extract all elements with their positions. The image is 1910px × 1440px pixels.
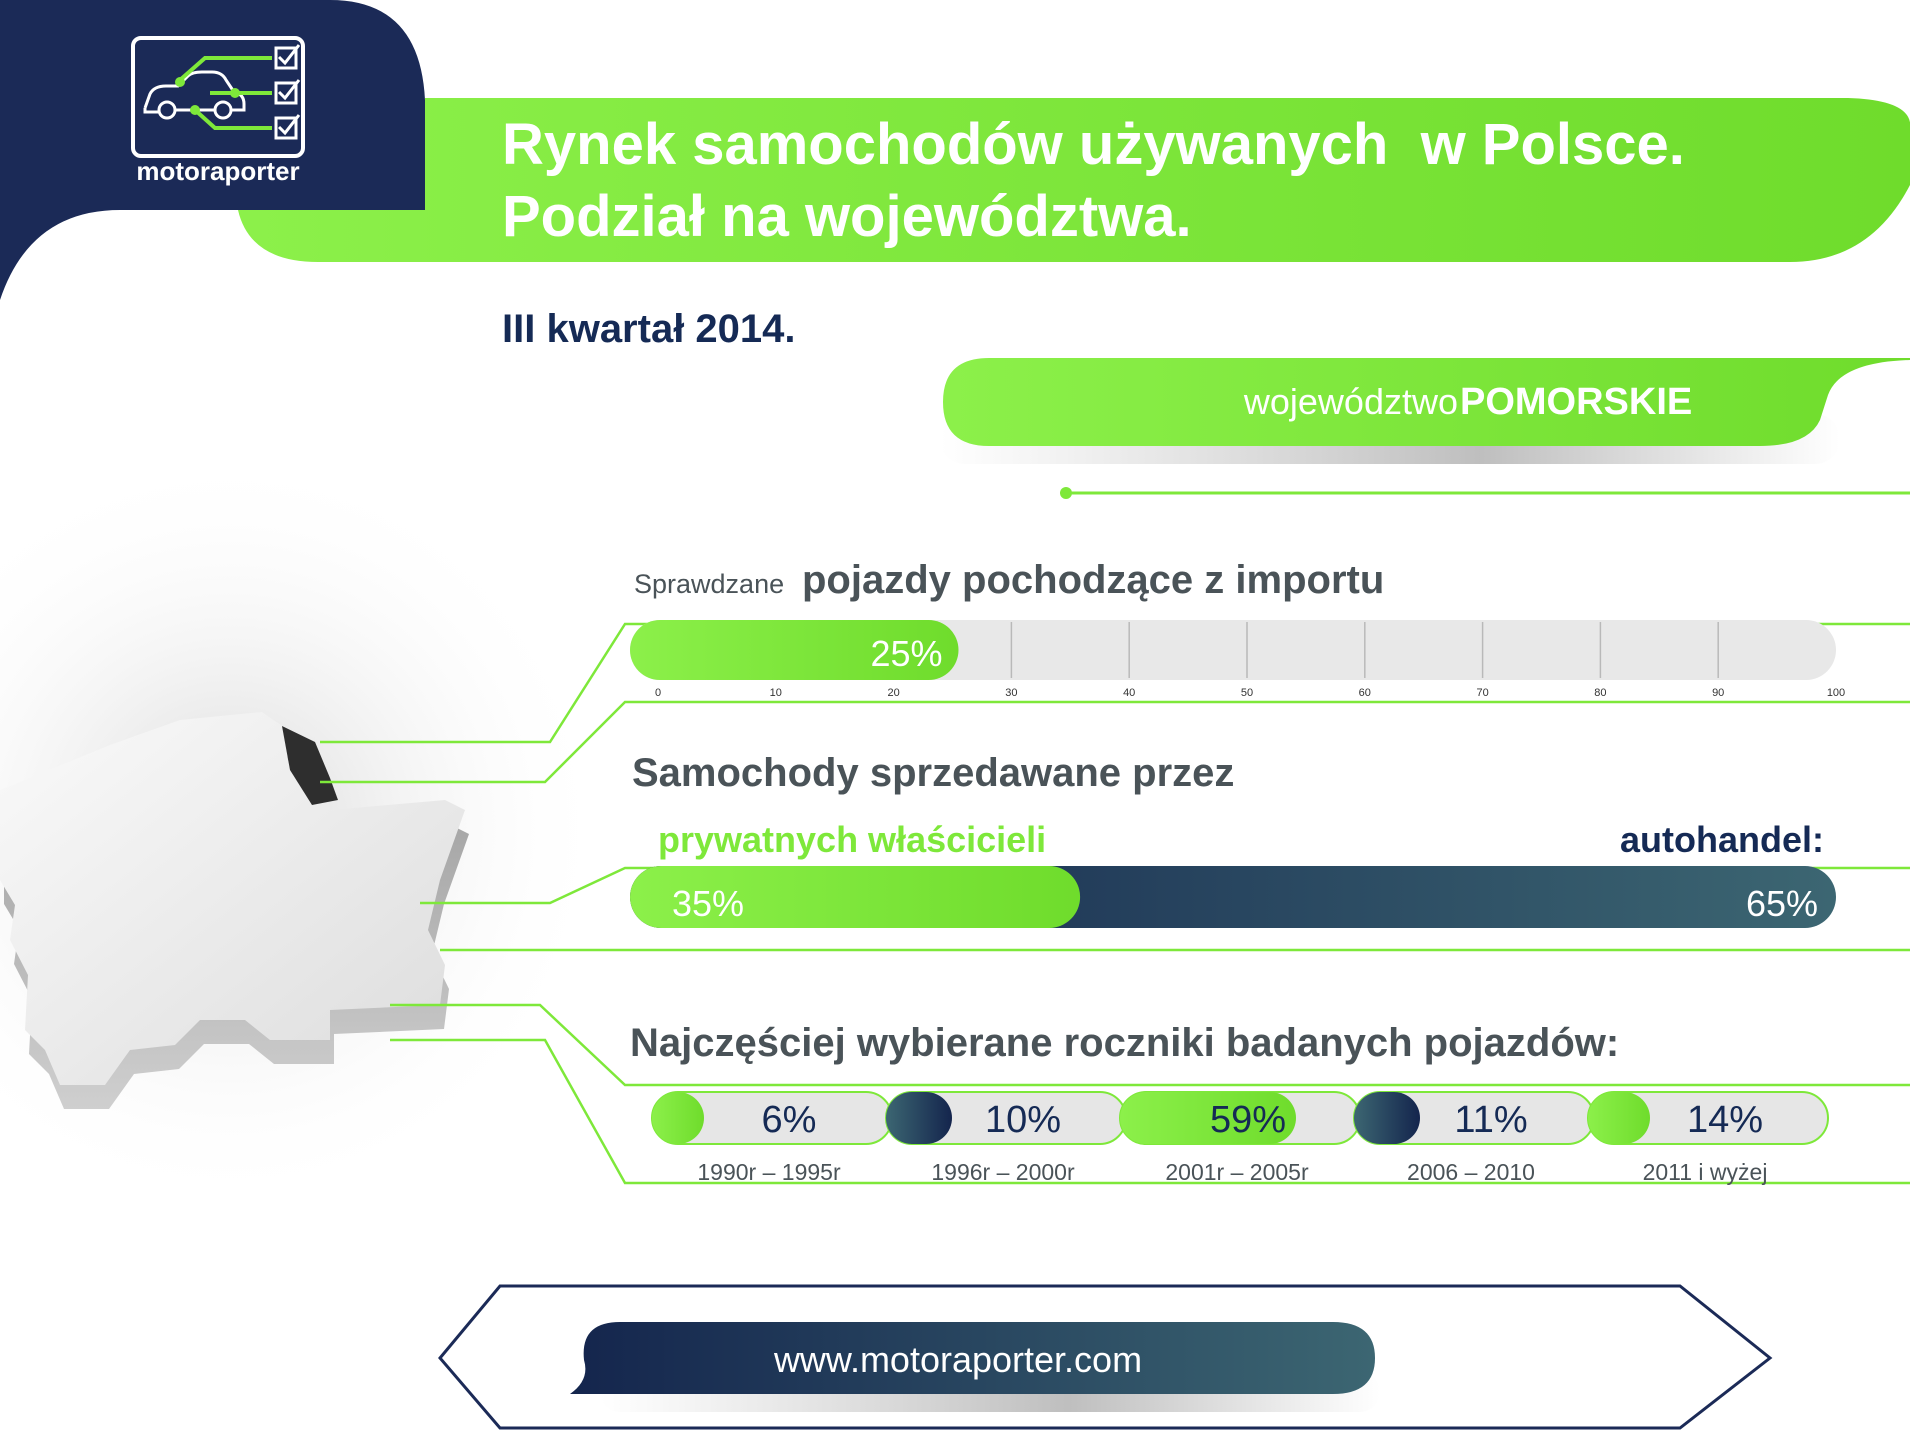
years-category-label: 2001r – 2005r	[1165, 1159, 1309, 1185]
years-bar-fill	[1588, 1092, 1650, 1144]
years-bar-fill	[652, 1092, 704, 1144]
years-category-label: 1996r – 2000r	[931, 1159, 1075, 1185]
import-bar-fill	[630, 620, 959, 680]
years-category-label: 2011 i wyżej	[1643, 1159, 1768, 1185]
import-tick-label: 50	[1241, 687, 1253, 699]
checkbox-icon	[274, 44, 301, 140]
years-value-label: 6%	[762, 1099, 817, 1141]
header-banner	[238, 98, 1910, 262]
sellers-private-label: prywatnych właścicieli	[658, 819, 1046, 860]
circuit-node-icon	[175, 77, 185, 87]
connector-line-import-bottom	[320, 700, 1910, 784]
sellers-dealer-value: 65%	[1746, 883, 1818, 924]
import-title: pojazdy pochodzące z importu	[802, 558, 1384, 602]
years-bar-fill	[1354, 1092, 1420, 1144]
import-tick-label: 30	[1005, 687, 1017, 699]
years-value-label: 11%	[1454, 1099, 1527, 1141]
years-value-label: 14%	[1687, 1099, 1763, 1141]
years-title: Najczęściej wybierane roczniki badanych …	[630, 1021, 1619, 1065]
header-navy-shape	[0, 0, 425, 300]
website-link[interactable]: www.motoraporter.com	[773, 1339, 1142, 1380]
sellers-dealer-label: autohandel:	[1620, 819, 1824, 860]
import-tick-label: 20	[887, 687, 899, 699]
logo-frame	[131, 36, 305, 158]
circuit-node-icon	[230, 88, 240, 98]
logo-text: motoraporter	[136, 156, 299, 186]
years-bars: 6% 1990r – 1995r 10% 1996r – 2000r 59% 2001r …	[651, 1091, 1829, 1185]
sellers-title: Samochody sprzedawane przez	[632, 751, 1234, 795]
import-tick-label: 90	[1712, 687, 1724, 699]
sellers-private-bar	[630, 866, 1081, 928]
connector-line-years-bottom	[390, 1038, 1910, 1185]
import-tick-label: 40	[1123, 687, 1135, 699]
region-map-top	[0, 712, 465, 1085]
import-bar-value-label: 25%	[870, 633, 942, 674]
region-pill-body	[943, 358, 1910, 446]
region-map-bay	[282, 726, 338, 805]
import-tick-label: 60	[1359, 687, 1371, 699]
circuit-node-icon	[190, 105, 200, 115]
years-category-label: 1990r – 1995r	[697, 1159, 841, 1185]
years-bar-fill	[886, 1092, 952, 1144]
import-title-prefix: Sprawdzane	[634, 569, 784, 599]
import-axis-ticks: 0 10 20 30 40 50 60 70 80 90 100	[655, 687, 1845, 699]
sellers-private-value: 35%	[672, 883, 744, 924]
years-category-label: 2006 – 2010	[1407, 1159, 1535, 1185]
region-prefix: województwo	[1243, 381, 1458, 422]
region-name: POMORSKIE	[1460, 381, 1692, 423]
years-value-label: 59%	[1210, 1099, 1286, 1141]
circuit-lines-icon	[178, 56, 272, 130]
import-tick-label: 10	[770, 687, 782, 699]
footer-pill	[570, 1322, 1375, 1394]
region-underline-dot	[1060, 487, 1072, 499]
region-pill: województwo POMORSKIE	[940, 358, 1910, 464]
region-map	[0, 712, 469, 1109]
footer: www.motoraporter.com	[438, 1284, 1773, 1430]
import-tick-label: 0	[655, 687, 661, 699]
page-title-line1: Rynek samochodów używanych w Polsce.	[502, 112, 1685, 177]
years-value-label: 10%	[985, 1099, 1061, 1141]
page-title-line2: Podział na województwa.	[502, 184, 1192, 249]
import-tick-label: 80	[1594, 687, 1606, 699]
period-label: III kwartał 2014.	[502, 307, 796, 351]
import-tick-label: 100	[1827, 687, 1845, 699]
connector-line-years	[390, 1003, 1910, 1087]
footer-frame	[438, 1284, 1773, 1430]
import-tick-label: 70	[1476, 687, 1488, 699]
years-bar-fill	[1120, 1092, 1296, 1144]
logo: motoraporter	[131, 36, 305, 186]
